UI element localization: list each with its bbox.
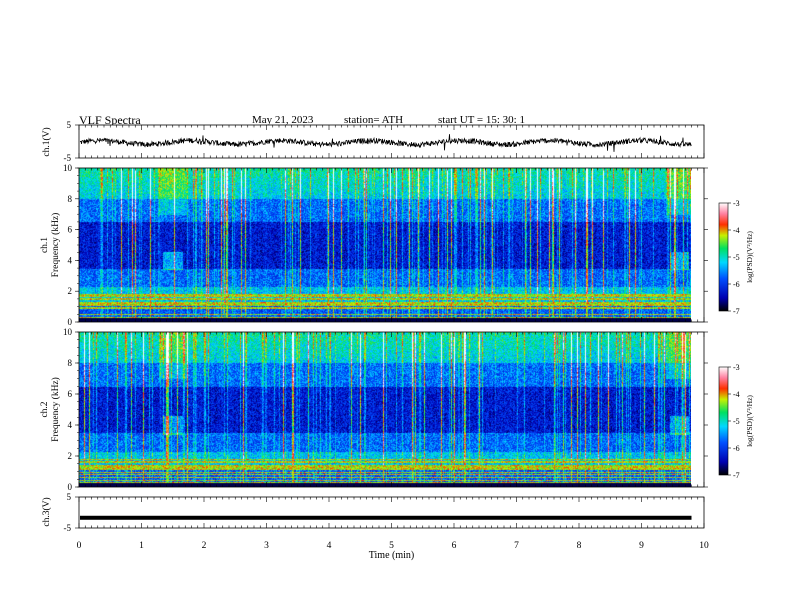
ch2-spectrogram-spectrogram-image: [79, 332, 691, 487]
ch1-spectrogram-ytick-label-0: 0: [68, 317, 73, 327]
header-station: station= ATH: [344, 114, 404, 126]
ch1-spectrogram-ytick-label-2: 4: [68, 255, 73, 265]
ch3-waveform-frame: [78, 496, 705, 529]
time-tick-label-2: 2: [202, 541, 207, 551]
ch3-ytick-label-1: -5: [64, 523, 72, 533]
ch2-spectrogram-ytick-label-4: 8: [68, 358, 73, 368]
ch3-waveform-ylabel: ch.3(V): [41, 497, 52, 526]
ch1-waveform-trace: [79, 134, 692, 152]
ch1-ytick-label-1: -5: [64, 153, 72, 163]
ch2-spectrogram-colorbar-tick-3: -6: [733, 444, 740, 453]
time-tick-label-3: 3: [264, 541, 269, 551]
ch2-spectrogram-ytick-label-3: 6: [68, 389, 73, 399]
ch1-spectrogram-ytick-label-4: 8: [68, 194, 73, 204]
ch3-ytick-label-0: 5: [67, 492, 72, 502]
ch2-spectrogram-ytick-label-1: 2: [68, 451, 73, 461]
ch1-spectrogram-ytick-label-5: 10: [63, 163, 73, 173]
ch3-waveform-trace: [80, 515, 692, 520]
ch2-spectrogram-ylabel-channel: ch.2: [40, 401, 50, 417]
time-tick-label-9: 9: [639, 541, 644, 551]
ch1-spectrogram-ylabel-channel: ch.1: [40, 237, 50, 253]
ch1-spectrogram-colorbar-tick-0: -3: [733, 199, 740, 208]
ch2-spectrogram-colorbar-label: log(PSD)(V²/Hz): [745, 395, 754, 447]
ch2-spectrogram-ytick-label-0: 0: [68, 482, 73, 492]
ch1-waveform-ylabel: ch.1(V): [41, 127, 52, 156]
time-tick-label-0: 0: [77, 541, 82, 551]
ch1-spectrogram-ytick-label-1: 2: [68, 286, 73, 296]
time-tick-label-5: 5: [389, 541, 394, 551]
ch1-spectrogram-ytick-label-3: 6: [68, 225, 73, 235]
ch1-waveform-panel: 5 -5 ch.1(V): [41, 120, 705, 163]
time-tick-label-8: 8: [577, 541, 582, 551]
ch3-waveform-panel: 5 -5 ch.3(V): [41, 492, 705, 533]
ch2-spectrogram-colorbar-tick-4: -7: [733, 471, 740, 480]
ch1-spectrogram-colorbar-tick-1: -4: [733, 226, 740, 235]
ch1-spectrogram-colorbar-label: log(PSD)(V²/Hz): [745, 231, 754, 283]
ch1-spectrogram-colorbar-tick-4: -7: [733, 307, 740, 316]
ch1-ytick-label-0: 5: [67, 120, 72, 130]
ch2-spectrogram-colorbar-tick-1: -4: [733, 390, 740, 399]
ch2-spectrogram-ylabel-frequency: Frequency (kHz): [50, 377, 61, 442]
time-tick-label-4: 4: [327, 541, 332, 551]
time-axis-label: Time (min): [369, 550, 414, 561]
figure-title: VLF Spectra: [79, 113, 141, 127]
ch2-spectrogram-ytick-label-5: 10: [63, 327, 73, 337]
ch1-spectrogram-ylabel-frequency: Frequency (kHz): [50, 213, 61, 278]
header-start-time: start UT = 15: 30: 1: [438, 114, 525, 126]
ch2-spectrogram-colorbar-tick-0: -3: [733, 363, 740, 372]
header-date: May 21, 2023: [252, 114, 314, 126]
ch1-spectrogram-colorbar-tick-2: -5: [733, 253, 740, 262]
ch1-spectrogram-colorbar: [718, 202, 729, 312]
time-tick-label-7: 7: [514, 541, 519, 551]
time-tick-label-6: 6: [452, 541, 457, 551]
ch1-spectrogram-colorbar-tick-3: -6: [733, 280, 740, 289]
time-tick-label-1: 1: [139, 541, 144, 551]
ch2-spectrogram-colorbar-tick-2: -5: [733, 417, 740, 426]
ch2-spectrogram-ytick-label-2: 4: [68, 420, 73, 430]
ch2-spectrogram-colorbar: [718, 366, 729, 476]
ch1-spectrogram-panel: 0 2 4 6 8 10 ch.1 Frequency (kHz) -3 -4 -5 -6 -7 log(…: [40, 163, 754, 327]
ch2-spectrogram-panel: 0 2 4 6 8 10 ch.2 Frequency (kHz) -3 -4 -5 -6 -7 log(…: [40, 327, 754, 492]
time-tick-label-10: 10: [699, 541, 709, 551]
ch1-spectrogram-spectrogram-image: [79, 168, 691, 322]
